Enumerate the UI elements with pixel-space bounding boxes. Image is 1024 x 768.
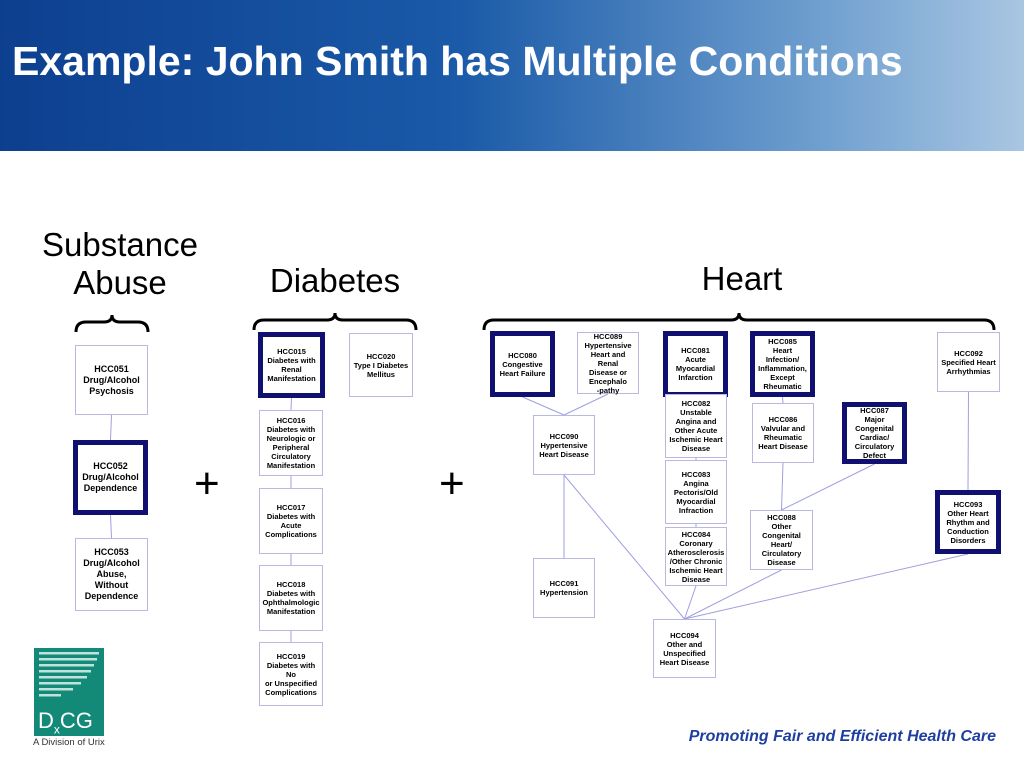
group-label-substance-abuse: Substance Abuse [42,226,198,301]
hcc-box-hcc082: HCC082 Unstable Angina and Other Acute I… [665,394,727,458]
hcc-box-hcc053: HCC053 Drug/Alcohol Abuse, Without Depen… [75,538,148,611]
title-banner: Example: John Smith has Multiple Conditi… [0,0,1024,151]
logo-subtitle: A Division of Urix [33,737,105,748]
connector-line [781,463,875,511]
grouping-brace [74,314,150,333]
hcc-box-hcc085: HCC085 Heart Infection/ Inflammation, Ex… [750,331,815,397]
footer-tagline: Promoting Fair and Efficient Health Care [688,728,996,745]
hcc-box-hcc087: HCC087 Major Congenital Cardiac/ Circula… [842,402,907,464]
connector-line [290,397,292,411]
connector-line [563,393,609,416]
plus-sign: + [439,459,465,508]
connector-line [684,553,969,620]
hcc-box-hcc093: HCC093 Other Heart Rhythm and Conduction… [935,490,1001,554]
hcc-box-hcc018: HCC018 Diabetes with Ophthalmologic Mani… [259,565,323,631]
group-label-diabetes: Diabetes [269,262,401,299]
logo-wordmark: DxCG [38,708,93,737]
connector-line [110,514,112,539]
hcc-box-hcc083: HCC083 Angina Pectoris/Old Myocardial In… [665,460,727,524]
connector-line [781,462,784,511]
hcc-box-hcc051: HCC051 Drug/Alcohol Psychosis [75,345,148,415]
dxcg-logo [34,648,104,736]
hcc-box-hcc052: HCC052 Drug/Alcohol Dependence [73,440,148,515]
connector-line [782,396,784,404]
hcc-box-hcc081: HCC081 Acute Myocardial Infarction [663,331,728,397]
connector-line [110,414,112,441]
hcc-box-hcc016: HCC016 Diabetes with Neurologic or Perip… [259,410,323,476]
connector-line [563,474,685,620]
connector-line [967,391,969,491]
hcc-box-hcc080: HCC080 Congestive Heart Failure [490,331,555,397]
hcc-box-hcc017: HCC017 Diabetes with Acute Complications [259,488,323,554]
hcc-box-hcc089: HCC089 Hypertensive Heart and Renal Dise… [577,332,639,395]
hcc-box-hcc019: HCC019 Diabetes with No or Unspecified C… [259,642,323,706]
connector-line [684,569,782,620]
slide-title: Example: John Smith has Multiple Conditi… [12,38,903,84]
hcc-box-hcc015: HCC015 Diabetes with Renal Manifestation [258,332,325,398]
connector-line [684,585,697,620]
connector-line [522,396,565,416]
grouping-brace [482,312,996,331]
group-label-heart: Heart [701,260,783,297]
hcc-box-hcc094: HCC094 Other and Unspecified Heart Disea… [653,619,716,678]
logo-stripes-icon [39,652,99,697]
plus-sign: + [194,459,220,508]
hcc-box-hcc088: HCC088 Other Congenital Heart/ Circulato… [750,510,813,570]
hcc-box-hcc090: HCC090 Hypertensive Heart Disease [533,415,595,475]
hcc-box-hcc084: HCC084 Coronary Atherosclerosis /Other C… [665,527,727,586]
hcc-box-hcc092: HCC092 Specified Heart Arrhythmias [937,332,1000,392]
hcc-box-hcc020: HCC020 Type I Diabetes Mellitus [349,333,413,397]
hcc-box-hcc091: HCC091 Hypertension [533,558,595,618]
hcc-box-hcc086: HCC086 Valvular and Rheumatic Heart Dise… [752,403,814,463]
grouping-brace [252,312,418,331]
